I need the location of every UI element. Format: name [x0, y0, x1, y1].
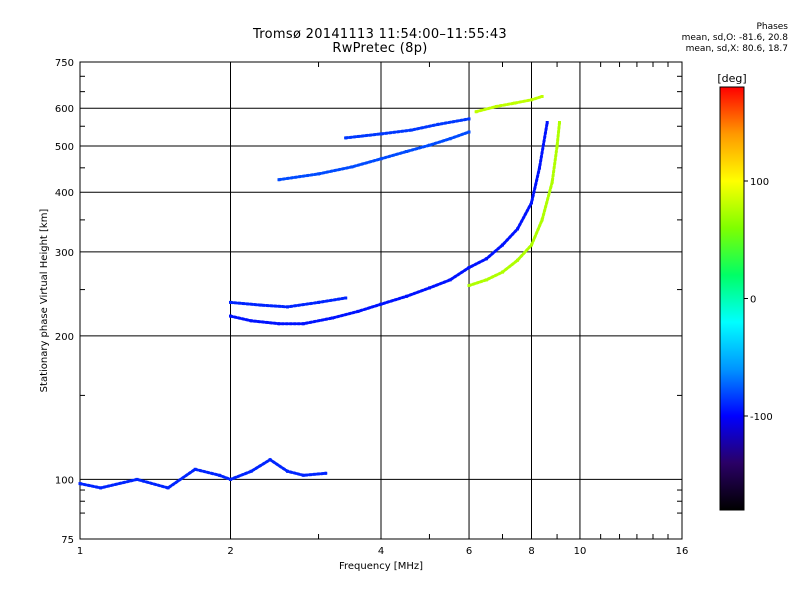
x-tick-label: 2 [227, 546, 233, 557]
echo-point [259, 303, 263, 307]
echo-point [405, 294, 409, 298]
phases-title: Phases [756, 22, 788, 32]
echo-point [286, 469, 289, 473]
echo-point [344, 296, 348, 300]
echo-point [436, 122, 440, 126]
colorbar-tick-label: 0 [750, 295, 756, 306]
echo-point [484, 257, 488, 261]
echo-point [530, 243, 533, 247]
echo-point [78, 482, 82, 486]
echo-point [317, 300, 320, 304]
echo-point [217, 473, 221, 477]
echo-point [467, 117, 471, 121]
echo-trace [344, 117, 471, 140]
echo-point [474, 110, 478, 114]
echo-point [501, 243, 504, 247]
echo-point [229, 314, 232, 318]
y-tick-label: 500 [55, 142, 74, 153]
echo-trace [78, 457, 328, 490]
echo-point [448, 137, 452, 141]
y-tick-label: 400 [55, 188, 74, 199]
x-tick-label: 1 [77, 546, 83, 557]
echo-point [302, 322, 306, 326]
echo-point [268, 458, 272, 462]
echo-point [494, 105, 498, 108]
echo-trace [277, 130, 471, 182]
chart-title-line2: RwPretec (8p) [332, 41, 428, 56]
echo-point [229, 477, 232, 481]
echo-point [249, 319, 253, 323]
echo-point [249, 469, 253, 473]
echo-point [356, 309, 360, 313]
echo-point [467, 266, 471, 270]
echo-point [409, 128, 413, 132]
echo-point [540, 95, 544, 98]
echo-point [538, 166, 541, 170]
echo-point [317, 172, 320, 176]
x-tick-label: 6 [466, 546, 472, 557]
y-tick-label: 750 [55, 58, 74, 69]
echo-point [428, 286, 431, 290]
echo-point [545, 121, 549, 124]
echo-point [302, 473, 306, 477]
echo-point [550, 180, 554, 184]
echo-point [379, 132, 383, 136]
colorbar [719, 86, 745, 511]
x-tick-label: 16 [676, 546, 689, 557]
x-tick-label: 10 [574, 546, 587, 557]
echo-point [379, 157, 383, 161]
echo-point [530, 201, 533, 205]
echo-point [324, 471, 328, 475]
echo-trace [229, 121, 549, 326]
echo-point [350, 165, 354, 169]
echo-point [555, 144, 559, 148]
echo-point [344, 136, 348, 140]
echo-point [558, 121, 561, 124]
echo-point [530, 98, 533, 102]
echo-point [99, 486, 103, 490]
phases-o-stats: mean, sd,O: -81.6, 20.8 [681, 33, 788, 43]
y-tick-label: 100 [55, 475, 74, 486]
echo-point [135, 477, 139, 481]
echo-point [331, 316, 334, 320]
y-tick-label: 300 [55, 248, 74, 259]
y-axis-label: Stationary phase Virtual Height [km] [39, 209, 50, 393]
phases-x-stats: mean, sd,X: 80.6, 18.7 [685, 44, 788, 54]
echo-point [513, 101, 517, 105]
echo-point [540, 218, 544, 222]
x-axis-label: Frequency [MHz] [339, 561, 423, 572]
colorbar-tick-label: -100 [750, 412, 773, 423]
echo-point [379, 302, 383, 306]
echo-point [516, 258, 519, 262]
echo-point [193, 467, 197, 471]
echo-point [277, 178, 281, 182]
echo-point [405, 150, 409, 153]
y-tick-label: 75 [61, 535, 74, 546]
colorbar-label: [deg] [717, 72, 746, 85]
echo-point [286, 305, 289, 309]
echo-point [448, 278, 452, 282]
echo-point [501, 270, 504, 274]
y-tick-label: 600 [55, 104, 74, 115]
x-tick-label: 8 [528, 546, 534, 557]
y-tick-label: 200 [55, 332, 74, 343]
chart-title-line1: Tromsø 20141113 11:54:00–11:55:43 [252, 27, 508, 42]
echo-point [484, 278, 488, 282]
echo-point [516, 227, 519, 231]
x-tick-label: 4 [378, 546, 384, 557]
echo-point [428, 143, 431, 147]
echo-point [229, 300, 232, 304]
echo-point [277, 322, 281, 326]
echo-point [467, 284, 471, 287]
colorbar-tick-label: 100 [750, 177, 769, 188]
echo-point [467, 130, 471, 134]
echo-point [166, 486, 170, 490]
